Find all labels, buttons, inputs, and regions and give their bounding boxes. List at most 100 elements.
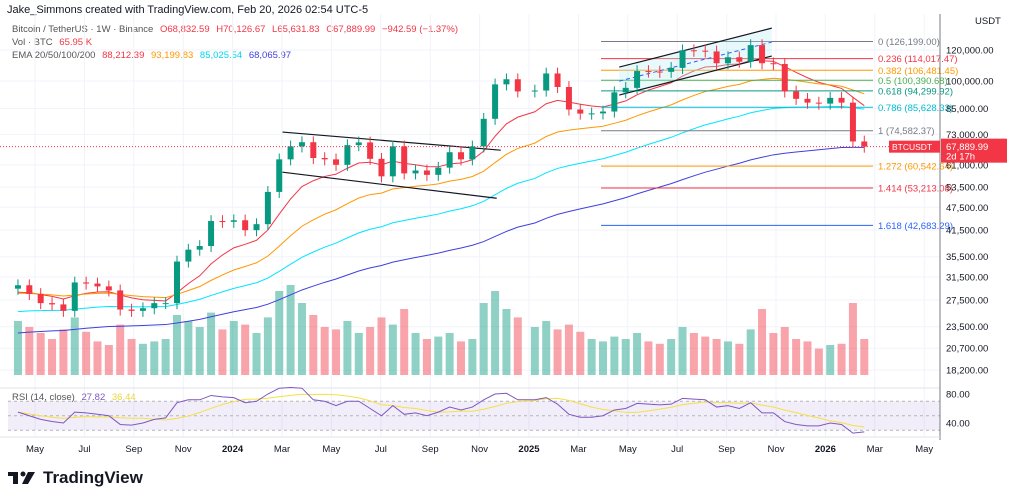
volume-legend[interactable]: Vol · BTC 65.95 K	[12, 37, 96, 48]
volume-bar	[803, 341, 812, 375]
volume-bar	[553, 329, 562, 375]
price-axis-tick: 85,000.00	[946, 104, 988, 115]
high-value: H70,126.67	[216, 24, 266, 35]
volume-bar	[138, 343, 147, 375]
fib-level-label: 0.382 (106,481.45)	[878, 66, 958, 77]
candle-body	[736, 57, 743, 62]
candle-body	[554, 73, 561, 87]
candle-body	[196, 246, 203, 250]
candle-body	[656, 71, 663, 73]
tradingview-logo: TradingView	[8, 468, 143, 488]
ema50-value: 93,199.83	[151, 50, 194, 61]
low-value: L65,631.83	[272, 24, 320, 35]
volume-bar	[667, 339, 676, 375]
ema200-line	[17, 146, 865, 334]
candle-body	[747, 45, 754, 62]
price-axis-tick: 35,500.00	[946, 252, 988, 263]
volume-bar	[576, 331, 585, 375]
candle-body	[49, 303, 56, 305]
volume-bar	[735, 343, 744, 375]
volume-bar	[127, 339, 136, 375]
candle-body	[793, 91, 800, 99]
fib-level-label: 0.786 (85,628.33)	[878, 103, 953, 114]
volume-bar	[479, 303, 488, 375]
candle-body	[849, 102, 856, 142]
candle-body	[185, 249, 192, 262]
candle-body	[105, 286, 112, 291]
candle-body	[253, 224, 260, 231]
candle-body	[492, 84, 499, 119]
volume-bar	[286, 285, 295, 375]
time-axis-tick: 2026	[815, 444, 836, 455]
volume-bar	[218, 329, 227, 375]
volume-bar	[388, 324, 397, 375]
candle-body	[600, 111, 607, 114]
candle-body	[702, 50, 709, 52]
volume-bar	[116, 324, 125, 375]
volume-bar	[621, 339, 630, 375]
candle-body	[514, 79, 521, 92]
time-axis-tick: Jul	[671, 444, 683, 455]
candle-body	[713, 51, 720, 64]
volume-bar	[275, 291, 284, 375]
volume-bar	[25, 327, 34, 375]
candle-body	[401, 146, 408, 174]
price-axis-tick: 27,500.00	[946, 296, 988, 307]
candle-body	[469, 146, 476, 160]
candle-body	[344, 145, 351, 165]
volume-bar	[712, 339, 721, 375]
time-axis-tick: Jul	[375, 444, 387, 455]
time-axis-tick: May	[26, 444, 44, 455]
time-axis-tick: Mar	[274, 444, 290, 455]
candle-body	[26, 285, 33, 294]
candle-body	[577, 109, 584, 114]
rsi-line	[17, 386, 865, 434]
rsi-label: RSI (14, close)	[12, 392, 75, 403]
last-price-badge	[941, 138, 1007, 163]
candle-body	[622, 87, 629, 93]
candle-body	[446, 152, 453, 168]
candle-body	[60, 304, 67, 311]
candle-body	[827, 97, 834, 104]
volume-bar	[309, 315, 318, 375]
volume-bar	[814, 348, 823, 375]
volume-bar	[411, 333, 420, 375]
time-axis-tick: Mar	[570, 444, 586, 455]
close-value: C67,889.99	[326, 24, 376, 35]
candle-body	[588, 113, 595, 115]
candle-body	[174, 261, 181, 304]
rsi-axis-tick: 80.00	[946, 390, 970, 401]
time-axis-tick: Nov	[175, 444, 192, 455]
candle-body	[645, 71, 652, 73]
ema50-line	[17, 77, 865, 299]
volume-bar	[655, 343, 664, 375]
chart-credit: Jake_Simmons created with TradingView.co…	[7, 4, 369, 16]
ema100-line	[17, 105, 865, 313]
volume-bar	[13, 321, 22, 375]
candle-body	[781, 63, 788, 92]
channel-midline	[619, 41, 772, 82]
candle-body	[367, 142, 374, 159]
symbol-legend[interactable]: Bitcoin / TetherUS · 1W · Binance O68,83…	[12, 24, 462, 35]
volume-value: 65.95 K	[59, 37, 93, 48]
trendline	[282, 131, 501, 151]
candle-body	[264, 191, 271, 225]
volume-bar	[184, 321, 193, 375]
volume-bar	[354, 333, 363, 375]
volume-bar	[93, 341, 102, 375]
rsi-legend[interactable]: RSI (14, close) 27.82 36.44	[12, 392, 140, 403]
candle-body	[435, 167, 442, 175]
trendline	[619, 55, 772, 96]
candle-body	[230, 220, 237, 222]
volume-bar	[36, 333, 45, 375]
volume-bar	[848, 303, 857, 375]
ema20-value: 88,212.39	[102, 50, 145, 61]
volume-bar	[792, 339, 801, 375]
candle-body	[298, 142, 305, 147]
fib-level-label: 0.618 (94,299.92)	[878, 86, 953, 97]
price-axis-tick: 18,200.00	[946, 366, 988, 377]
symbol-label: BTCUSDT	[892, 142, 932, 152]
ema-legend[interactable]: EMA 20/50/100/200 88,212.39 93,199.83 85…	[12, 50, 295, 61]
symbol-label-badge	[889, 140, 940, 153]
